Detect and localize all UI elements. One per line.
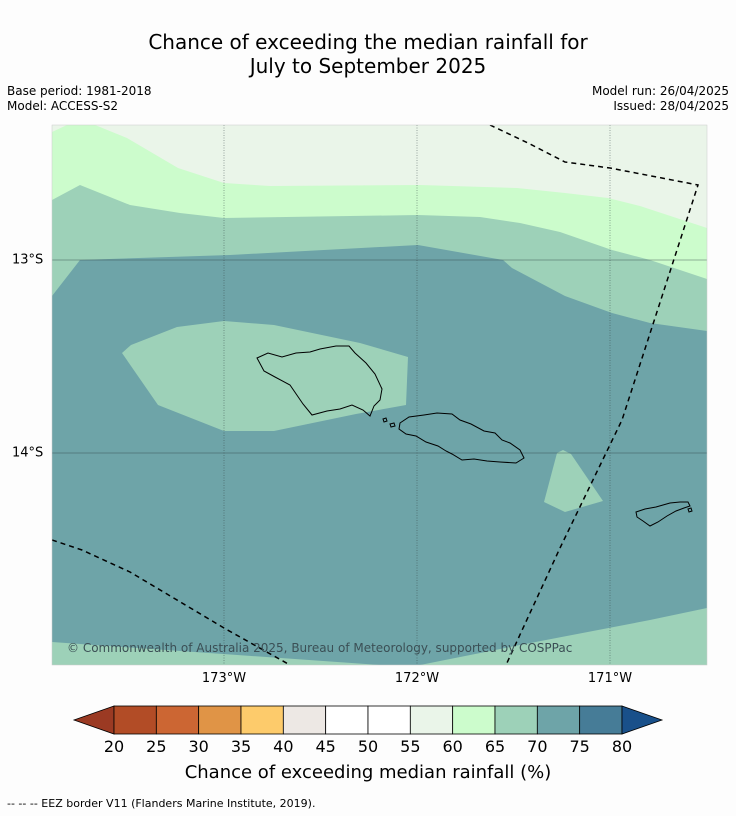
lon-label-173w: 173°W [201, 671, 247, 686]
colorbar-tick-50: 50 [357, 737, 379, 756]
eez-footnote: -- -- -- EEZ border V11 (Flanders Marine… [7, 797, 316, 810]
latitude-lines [52, 259, 707, 454]
model-name: Model: ACCESS-S2 [7, 99, 119, 113]
colorbar-extend-low [72, 705, 115, 735]
lat-label-14s: 14°S [12, 445, 44, 461]
colorbar-box-40-45 [282, 705, 327, 735]
colorbar-tick-65: 65 [484, 737, 506, 756]
lat-label-13s: 13°S [12, 252, 44, 268]
map-title: Chance of exceeding the median rainfall … [0, 30, 736, 78]
colorbar-box-60-65 [452, 705, 496, 735]
issued-date: Issued: 28/04/2025 [613, 99, 729, 113]
colorbar-box-65-70 [494, 705, 538, 735]
colorbar-tick-75: 75 [569, 737, 590, 756]
colorbar-tick-45: 45 [315, 737, 336, 756]
colorbar-box-30-35 [198, 705, 242, 735]
colorbar-tick-60: 60 [442, 737, 463, 756]
colorbar-box-50-55 [367, 705, 411, 735]
forecast-map [51, 124, 708, 666]
colorbar-label: Chance of exceeding median rainfall (%) [184, 762, 552, 783]
model-run: Model run: 26/04/2025 [591, 84, 729, 98]
lon-label-172w: 172°W [394, 671, 440, 686]
colorbar-tick-40: 40 [273, 737, 294, 756]
savaii-island [256, 345, 383, 417]
colorbar-tick-35: 35 [230, 737, 252, 756]
meta-right: Model run: 26/04/2025 Issued: 28/04/2025 [592, 84, 729, 114]
title-line-1: Chance of exceeding the median rainfall … [148, 30, 588, 54]
colorbar [72, 705, 664, 735]
colorbar-box-75-80 [579, 705, 623, 735]
colorbar-tick-25: 25 [146, 737, 167, 756]
zone-65-70-patch-west [122, 321, 408, 431]
colorbar-extend-high [621, 705, 664, 735]
graticule [223, 125, 611, 665]
manono-island [382, 417, 388, 423]
zone-65-70-patch-east [544, 450, 603, 512]
tutuila-island [635, 501, 691, 527]
upolu-island [398, 412, 525, 464]
colorbar-tick-55: 55 [400, 737, 421, 756]
base-period: Base period: 1981-2018 [7, 84, 152, 98]
colorbar-box-25-30 [155, 705, 200, 735]
title-line-2: July to September 2025 [249, 54, 487, 78]
colorbar-tick-70: 70 [527, 737, 548, 756]
colorbar-box-45-50 [325, 705, 369, 735]
islands [256, 345, 693, 527]
colorbar-tick-20: 20 [103, 737, 125, 756]
meta-left: Base period: 1981-2018 Model: ACCESS-S2 [7, 84, 152, 114]
map-frame [51, 124, 708, 666]
colorbar-box-35-40 [240, 705, 284, 735]
colorbar-box-55-60 [409, 705, 454, 735]
aunuu-island [687, 507, 693, 513]
colorbar-tick-30: 30 [188, 737, 209, 756]
colorbar-tick-80: 80 [611, 737, 633, 756]
colorbar-box-20-25 [113, 705, 157, 735]
eez-border [52, 125, 699, 665]
lon-label-171w: 171°W [587, 671, 633, 686]
copyright-notice: © Commonwealth of Australia 2025, Bureau… [67, 641, 573, 655]
colorbar-box-70-75 [536, 705, 581, 735]
apolima-island [389, 422, 396, 428]
